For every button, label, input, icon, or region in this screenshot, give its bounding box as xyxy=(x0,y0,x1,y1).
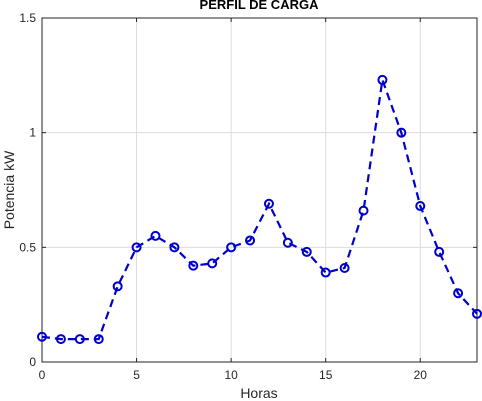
x-ticks: 0 5 10 15 20 xyxy=(39,18,428,382)
data-point xyxy=(453,288,464,299)
y-tick-label: 0.5 xyxy=(19,240,36,254)
data-point xyxy=(207,258,218,269)
data-point xyxy=(415,201,426,212)
data-point xyxy=(131,242,142,253)
x-tick-label: 15 xyxy=(319,368,333,382)
data-point xyxy=(169,242,180,253)
series-line xyxy=(41,79,478,341)
y-tick-label: 1.5 xyxy=(19,11,36,25)
data-point xyxy=(320,267,331,278)
plot-box xyxy=(41,17,478,363)
x-tick-label: 0 xyxy=(39,368,46,382)
data-point xyxy=(358,205,369,216)
data-point xyxy=(74,334,85,345)
y-tick-label: 0 xyxy=(29,355,36,369)
x-tick-label: 5 xyxy=(133,368,140,382)
grid xyxy=(41,17,477,363)
data-point xyxy=(282,237,293,248)
y-axis-label: Potencia kW xyxy=(1,150,17,229)
series-markers xyxy=(37,74,482,345)
x-tick-label: 20 xyxy=(414,368,428,382)
data-point xyxy=(226,242,237,253)
data-point xyxy=(396,127,407,138)
data-point xyxy=(377,74,388,85)
y-tick-label: 1 xyxy=(29,126,36,140)
data-point xyxy=(434,246,445,257)
data-point xyxy=(188,260,199,271)
data-point xyxy=(472,308,482,319)
data-point xyxy=(301,246,312,257)
data-point xyxy=(37,331,47,342)
chart-title: PERFIL DE CARGA xyxy=(200,0,320,12)
x-axis-label: Horas xyxy=(240,385,277,401)
y-ticks: 0 0.5 1 1.5 xyxy=(19,11,477,369)
data-point xyxy=(112,281,123,292)
data-point xyxy=(339,262,350,273)
data-point xyxy=(263,198,274,209)
data-point xyxy=(245,235,256,246)
axes xyxy=(41,17,478,363)
data-point xyxy=(93,334,104,345)
data-point xyxy=(150,230,161,241)
data-point xyxy=(55,334,66,345)
x-tick-label: 10 xyxy=(224,368,238,382)
